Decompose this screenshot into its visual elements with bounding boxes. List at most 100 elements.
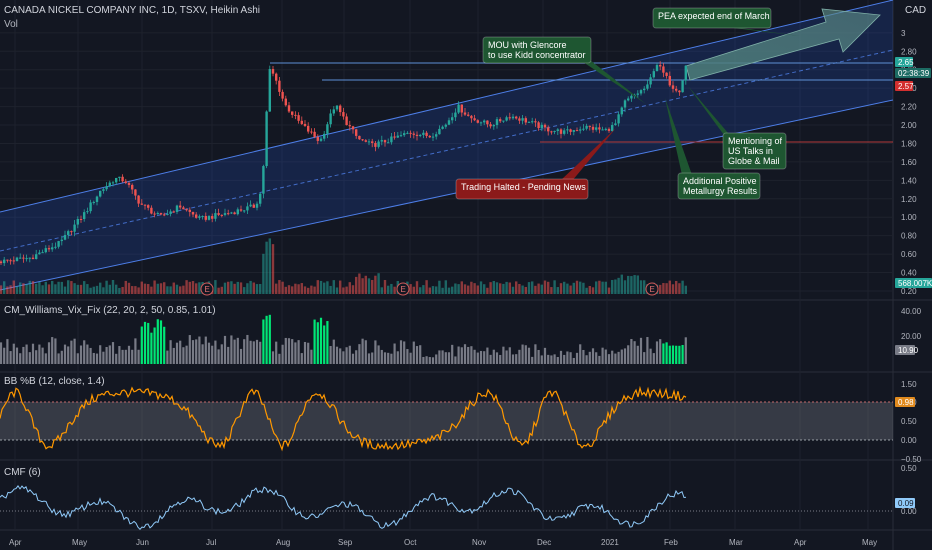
candle-body[interactable] <box>454 112 457 118</box>
candle-body[interactable] <box>649 77 652 85</box>
candle-body[interactable] <box>281 91 284 99</box>
candle-body[interactable] <box>345 116 348 126</box>
cmf-pane[interactable] <box>0 485 893 531</box>
candle-body[interactable] <box>387 142 390 144</box>
candle-body[interactable] <box>627 98 630 101</box>
candle-body[interactable] <box>31 257 35 259</box>
candle-body[interactable] <box>422 132 425 135</box>
candle-body[interactable] <box>70 231 73 233</box>
candle-body[interactable] <box>582 128 585 130</box>
candle-body[interactable] <box>451 117 454 121</box>
time-axis[interactable]: Apr May Jun Jul Aug Sep Oct Nov Dec 2021 Feb Mar Apr… <box>9 538 877 547</box>
candle-body[interactable] <box>38 252 41 255</box>
candle-body[interactable] <box>393 136 396 138</box>
candle-body[interactable] <box>470 115 473 119</box>
candle-body[interactable] <box>611 125 614 131</box>
candle-body[interactable] <box>435 134 438 137</box>
candle-body[interactable] <box>444 124 447 127</box>
candle-body[interactable] <box>598 127 601 130</box>
candle-body[interactable] <box>137 195 140 204</box>
candle-body[interactable] <box>499 119 502 122</box>
candle-body[interactable] <box>268 69 271 112</box>
candle-body[interactable] <box>457 104 460 113</box>
candle-body[interactable] <box>575 130 579 132</box>
candle-body[interactable] <box>182 207 185 210</box>
candle-body[interactable] <box>502 120 505 122</box>
candle-body[interactable] <box>41 252 44 254</box>
candle-body[interactable] <box>265 111 268 167</box>
candle-body[interactable] <box>86 211 89 213</box>
candle-body[interactable] <box>678 90 681 93</box>
candle-body[interactable] <box>236 209 239 215</box>
candle-body[interactable] <box>419 134 422 136</box>
candle-body[interactable] <box>476 120 479 123</box>
candle-body[interactable] <box>310 131 313 133</box>
candle-body[interactable] <box>403 133 406 136</box>
candle-body[interactable] <box>563 130 566 134</box>
candle-body[interactable] <box>380 140 383 142</box>
candle-body[interactable] <box>358 135 361 140</box>
candle-body[interactable] <box>108 182 111 187</box>
candle-body[interactable] <box>185 209 188 211</box>
candle-body[interactable] <box>355 129 358 136</box>
candle-body[interactable] <box>518 118 521 121</box>
candle-body[interactable] <box>0 261 3 264</box>
candle-body[interactable] <box>489 124 492 127</box>
candle-body[interactable] <box>377 141 380 147</box>
candle-body[interactable] <box>19 257 22 259</box>
candle-body[interactable] <box>15 257 19 262</box>
candle-body[interactable] <box>153 213 156 215</box>
candle-body[interactable] <box>83 212 86 220</box>
candle-body[interactable] <box>201 216 204 218</box>
candle-body[interactable] <box>60 239 63 242</box>
candle-body[interactable] <box>335 105 339 110</box>
vix-fix-pane[interactable] <box>0 314 687 364</box>
candle-body[interactable] <box>51 247 54 250</box>
bb-percent-pane[interactable] <box>0 385 893 452</box>
candle-body[interactable] <box>351 126 355 130</box>
candle-body[interactable] <box>6 259 9 261</box>
candle-body[interactable] <box>198 216 201 218</box>
candle-body[interactable] <box>371 141 374 143</box>
earnings-marker[interactable] <box>200 282 214 296</box>
candle-body[interactable] <box>102 189 105 191</box>
candle-body[interactable] <box>28 257 31 259</box>
candle-body[interactable] <box>601 129 604 131</box>
candle-body[interactable] <box>479 122 483 124</box>
candle-body[interactable] <box>316 136 319 141</box>
candle-body[interactable] <box>399 135 403 137</box>
candle-body[interactable] <box>163 214 166 216</box>
candle-body[interactable] <box>486 120 489 125</box>
price-axis[interactable]: 32.802.602.402.202.001.801.601.401.201.0… <box>895 29 932 516</box>
candle-body[interactable] <box>588 125 591 127</box>
candle-body[interactable] <box>25 258 28 260</box>
candle-body[interactable] <box>166 213 169 216</box>
candle-body[interactable] <box>278 80 281 92</box>
candle-body[interactable] <box>463 112 467 115</box>
candle-body[interactable] <box>230 212 233 214</box>
bb-percent-line[interactable] <box>0 385 687 452</box>
candle-body[interactable] <box>412 133 415 135</box>
candle-body[interactable] <box>134 189 137 196</box>
earnings-marker[interactable] <box>645 282 659 296</box>
candle-body[interactable] <box>681 80 684 93</box>
candle-body[interactable] <box>524 118 527 123</box>
candle-body[interactable] <box>297 115 300 121</box>
candle-body[interactable] <box>188 209 191 212</box>
candle-body[interactable] <box>22 257 25 259</box>
candle-body[interactable] <box>275 73 278 81</box>
candle-body[interactable] <box>511 116 515 119</box>
candle-body[interactable] <box>662 66 665 73</box>
candle-body[interactable] <box>684 65 687 81</box>
candle-body[interactable] <box>367 141 371 143</box>
candle-body[interactable] <box>643 88 646 91</box>
candle-body[interactable] <box>159 213 163 215</box>
candle-body[interactable] <box>569 129 572 132</box>
candle-body[interactable] <box>35 254 38 259</box>
candle-body[interactable] <box>614 123 617 126</box>
candle-body[interactable] <box>150 207 153 214</box>
candle-body[interactable] <box>12 260 15 262</box>
candle-body[interactable] <box>67 231 70 235</box>
candle-body[interactable] <box>147 205 150 208</box>
candle-body[interactable] <box>300 120 303 124</box>
